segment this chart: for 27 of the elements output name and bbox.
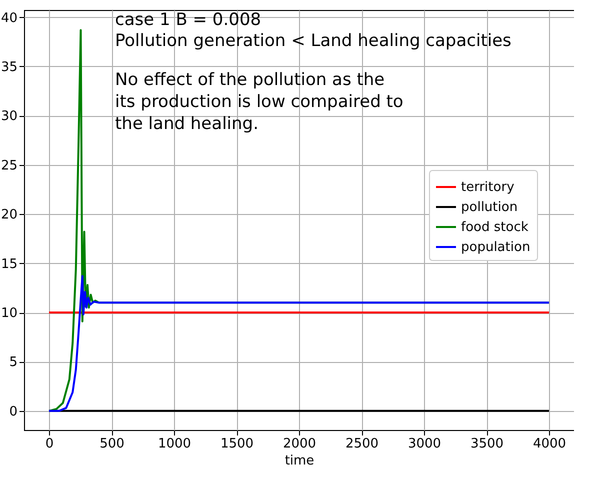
annotation: Pollution generation < Land healing capacities: [115, 31, 512, 51]
x-tick-label: 1500: [220, 436, 254, 452]
x-tick-label: 0: [45, 436, 54, 452]
y-tick-label: 0: [9, 404, 18, 420]
x-tick-label: 2000: [282, 436, 316, 452]
y-tick-label: 30: [0, 109, 18, 124]
legend-label: population: [461, 240, 530, 255]
legend-label: pollution: [461, 200, 518, 215]
y-tick-label: 25: [0, 158, 18, 174]
y-tick-label: 15: [0, 256, 18, 272]
x-tick-label: 3000: [408, 436, 442, 452]
y-tick-label: 5: [9, 355, 18, 370]
legend-label: food stock: [461, 220, 529, 235]
x-tick-label: 4000: [532, 436, 566, 452]
x-tick-label: 3500: [470, 436, 504, 452]
y-tick-label: 40: [0, 10, 18, 26]
y-tick-label: 35: [0, 60, 18, 75]
x-axis-title: time: [284, 454, 314, 468]
y-tick-label: 10: [0, 306, 18, 321]
y-tick-label: 20: [0, 208, 18, 223]
x-tick-label: 2500: [345, 436, 379, 452]
x-tick-label: 1000: [158, 436, 192, 452]
line-series: [48, 275, 550, 412]
x-tick-label: 500: [100, 436, 124, 452]
annotation: No effect of the pollution as the its production is low compaired to the land healing.: [115, 70, 404, 134]
annotation: case 1 B = 0.008: [115, 10, 262, 30]
legend-label: territory: [461, 180, 515, 195]
